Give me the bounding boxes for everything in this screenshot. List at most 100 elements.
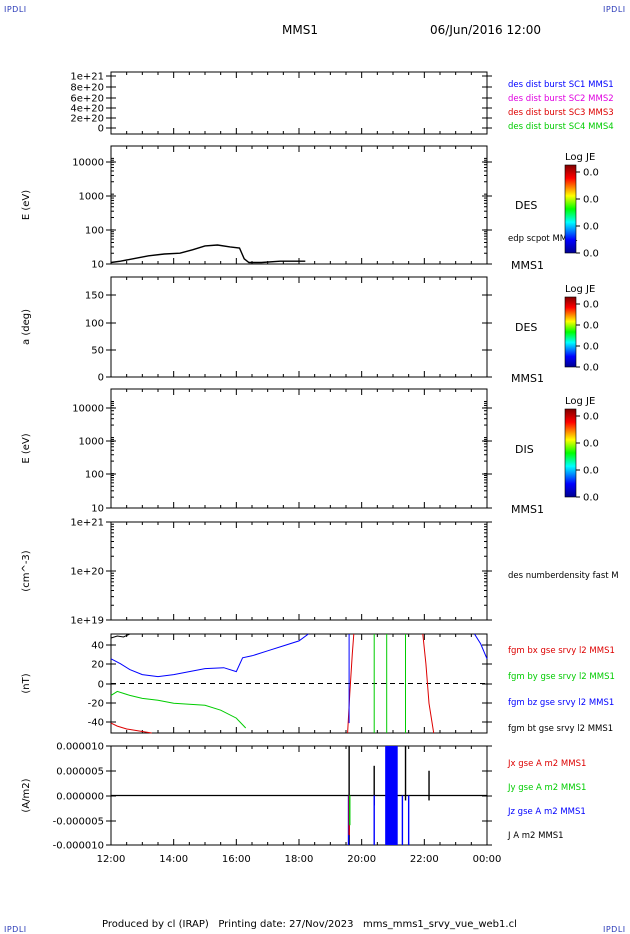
y-tick-label: 8e+20 — [70, 83, 104, 94]
y-axis-label: a (deg) — [21, 309, 32, 345]
series-line — [110, 244, 306, 264]
species-label: DES — [515, 199, 537, 212]
y-tick-label: 100 — [85, 319, 104, 330]
panel-frame-des-pitch — [110, 276, 488, 378]
y-tick-label: 40 — [91, 641, 104, 652]
corner-label-top-right: IPDLI — [603, 5, 626, 14]
legend-label: Jx gse A m2 MMS1 — [507, 759, 586, 769]
y-tick-label: 0.000005 — [56, 767, 104, 778]
y-tick-label: 10000 — [72, 158, 104, 169]
colorbar — [564, 164, 577, 254]
legend-label: Jy gse A m2 MMS1 — [507, 783, 586, 793]
y-tick-label: 1e+21 — [70, 72, 104, 83]
y-tick-label: -0.000010 — [53, 841, 104, 852]
legend-label: des numberdensity fast M — [508, 571, 619, 581]
colorbar-tick-label: 0.0 — [583, 412, 599, 423]
colorbar-tick-label: 0.0 — [583, 222, 599, 233]
series-line — [110, 633, 309, 678]
y-tick-label: 1000 — [79, 437, 104, 448]
x-tick-label: 16:00 — [222, 854, 251, 865]
page-title: MMS1 — [282, 23, 318, 37]
page-date: 06/Jun/2016 12:00 — [430, 23, 542, 37]
x-tick-label: 22:00 — [410, 854, 439, 865]
species-label: DES — [515, 321, 537, 334]
x-tick-label: 20:00 — [347, 854, 376, 865]
y-tick-label: 50 — [91, 346, 104, 357]
legend-label: des dist burst SC1 MMS1 — [508, 80, 614, 90]
y-axis-label: (cm^-3) — [21, 550, 32, 591]
y-tick-label: 20 — [91, 660, 104, 671]
legend-label: edp scpot MMS1 — [508, 234, 578, 244]
legend-label: des dist burst SC4 MMS4 — [508, 122, 614, 132]
y-axis-label: E (eV) — [21, 190, 32, 220]
y-tick-label: 150 — [85, 291, 104, 302]
y-axis-label: (nT) — [21, 673, 32, 693]
spacecraft-label: MMS1 — [511, 503, 544, 516]
legend-label: J A m2 MMS1 — [507, 831, 564, 841]
colorbar-tick-label: 0.0 — [583, 466, 599, 477]
y-axis-label: E (eV) — [21, 433, 32, 463]
y-tick-label: -20 — [88, 699, 104, 710]
colorbar-tick-label: 0.0 — [583, 321, 599, 332]
y-tick-label: 2e+20 — [70, 114, 104, 125]
series-line — [422, 633, 435, 734]
legend-label: des dist burst SC3 MMS3 — [508, 108, 614, 118]
y-tick-label: 1e+20 — [70, 567, 104, 578]
panel-frame-des-energy — [110, 145, 488, 265]
colorbar-label: Log JE — [565, 396, 595, 407]
colorbar-tick-label: 0.0 — [583, 249, 599, 260]
colorbar-tick-label: 0.0 — [583, 342, 599, 353]
x-tick-label: 14:00 — [159, 854, 188, 865]
colorbar-tick-label: 0.0 — [583, 300, 599, 311]
legend-label: des dist burst SC2 MMS2 — [508, 94, 614, 104]
page-footer: Produced by cl (IRAP) Printing date: 27/… — [102, 919, 517, 930]
legend-label: Jz gse A m2 MMS1 — [507, 807, 586, 817]
y-tick-label: 1e+21 — [70, 518, 104, 529]
legend-label: fgm bt gse srvy l2 MMS1 — [508, 724, 613, 734]
y-tick-label: 4e+20 — [70, 104, 104, 115]
y-tick-label: 0.000010 — [56, 742, 104, 753]
corner-label-top-left: IPDLI — [4, 5, 27, 14]
y-tick-label: 0 — [98, 124, 104, 135]
series-line — [110, 633, 131, 639]
y-tick-label: 100 — [85, 226, 104, 237]
corner-label-bottom-right: IPDLI — [603, 925, 626, 934]
legend-label: fgm bx gse srvy l2 MMS1 — [508, 646, 615, 656]
y-tick-label: 10 — [91, 504, 104, 515]
series-band — [385, 746, 398, 845]
spacecraft-label: MMS1 — [511, 259, 544, 272]
y-tick-label: -0.000005 — [53, 817, 104, 828]
colorbar-tick-label: 0.0 — [583, 195, 599, 206]
panel-frame-density — [110, 521, 488, 621]
colorbar-tick-label: 0.0 — [583, 439, 599, 450]
species-label: DIS — [515, 443, 534, 456]
y-tick-label: 10000 — [72, 404, 104, 415]
corner-label-bottom-left: IPDLI — [4, 925, 27, 934]
colorbar — [564, 408, 577, 498]
series-line — [474, 633, 488, 659]
y-tick-label: 0.000000 — [56, 792, 104, 803]
y-axis-label: (A/m2) — [21, 778, 32, 812]
colorbar-tick-label: 0.0 — [583, 168, 599, 179]
y-tick-label: 10 — [91, 260, 104, 271]
panel-frame-dist — [110, 71, 488, 135]
colorbar — [564, 296, 577, 368]
legend-label: fgm bz gse srvy l2 MMS1 — [508, 698, 614, 708]
y-tick-label: 0 — [98, 680, 104, 691]
spacecraft-label: MMS1 — [511, 372, 544, 385]
y-tick-label: 0 — [98, 373, 104, 384]
x-tick-label: 00:00 — [473, 854, 502, 865]
y-tick-label: 100 — [85, 470, 104, 481]
colorbar-label: Log JE — [565, 284, 595, 295]
colorbar-label: Log JE — [565, 152, 595, 163]
legend-label: fgm by gse srvy l2 MMS1 — [508, 672, 615, 682]
y-tick-label: 1e+19 — [70, 616, 104, 627]
colorbar-tick-label: 0.0 — [583, 363, 599, 374]
panel-frame-dis-energy — [110, 388, 488, 509]
colorbar-tick-label: 0.0 — [583, 493, 599, 504]
y-tick-label: -40 — [88, 718, 104, 729]
y-tick-label: 1000 — [79, 192, 104, 203]
x-tick-label: 18:00 — [285, 854, 314, 865]
y-tick-label: 6e+20 — [70, 94, 104, 105]
